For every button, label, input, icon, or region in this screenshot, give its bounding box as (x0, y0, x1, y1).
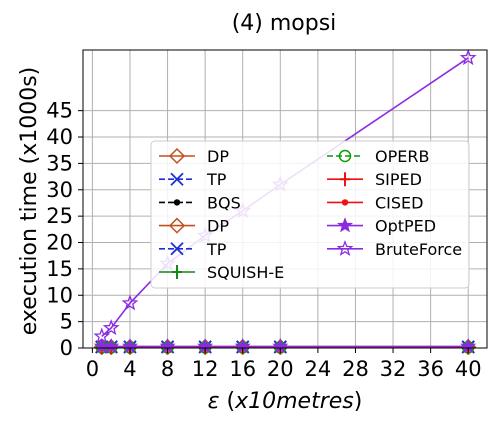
legend-label: SIPED (375, 170, 422, 189)
y-tick-label: 0 (60, 336, 73, 360)
legend-item: DP (159, 217, 229, 236)
legend-marker (170, 242, 184, 256)
legend-item: DP (159, 147, 229, 166)
x-tick-label: 20 (267, 357, 294, 381)
legend-frame (150, 140, 470, 289)
x-tick-label: 24 (305, 357, 332, 381)
legend-label: DP (207, 147, 229, 166)
legend-label: TP (206, 170, 227, 189)
legend-item: TP (159, 240, 227, 259)
data-point (103, 337, 120, 354)
x-tick-label: 16 (229, 357, 256, 381)
legend-label: TP (206, 240, 227, 259)
x-tick-label: 36 (417, 357, 444, 381)
legend-label: SQUISH-E (207, 263, 284, 282)
legend-marker (336, 217, 354, 233)
plot-series (93, 49, 477, 356)
legend-item: CISED (327, 193, 423, 212)
y-tick-label: 35 (46, 151, 73, 175)
y-tick-label: 45 (46, 99, 73, 123)
legend-label: OptPED (375, 217, 436, 236)
data-point (459, 49, 477, 66)
legend-marker (170, 172, 184, 186)
y-tick-label: 15 (46, 257, 73, 281)
legend-marker (168, 217, 186, 234)
x-tick-label: 8 (161, 357, 174, 381)
legend-label: OPERB (375, 147, 429, 166)
legend-item: TP (159, 170, 227, 189)
legend-marker (340, 172, 350, 187)
y-tick-label: 30 (46, 178, 73, 202)
y-tick-label: 40 (46, 125, 73, 149)
legend-label: BruteForce (375, 240, 462, 259)
x-tick-label: 0 (86, 357, 99, 381)
legend-marker (172, 265, 182, 279)
legend-item: BQS (159, 193, 241, 212)
legend-label: DP (207, 217, 229, 236)
legend-item: BruteForce (327, 240, 462, 259)
x-tick-label: 40 (455, 357, 482, 381)
legend-item: OptPED (327, 217, 436, 236)
x-tick-label: 28 (342, 357, 369, 381)
x-tick-label: 12 (192, 357, 219, 381)
chart-title: (4) mopsi (232, 11, 337, 36)
x-axis-label: ε (x10metres) (208, 389, 363, 414)
legend-item: SQUISH-E (159, 263, 284, 282)
legend-marker (338, 149, 352, 163)
legend: DP TP BQS DP TP SQUISH-E OPERB SIPED CISED OptPED… (150, 140, 470, 289)
legend-marker (173, 199, 181, 206)
data-point (121, 294, 139, 311)
data-point (102, 319, 120, 336)
legend-marker (336, 239, 354, 256)
y-tick-label: 20 (46, 231, 73, 255)
legend-item: OPERB (327, 147, 429, 166)
legend-item: SIPED (327, 170, 422, 189)
plot-frame (82, 49, 488, 349)
y-axis-label: execution time (x1000s) (17, 67, 42, 336)
legend-marker (168, 147, 186, 165)
legend-marker (341, 199, 349, 206)
x-tick-label: 32 (380, 357, 407, 381)
legend-label: CISED (375, 193, 423, 212)
legend-label: BQS (207, 193, 241, 212)
y-tick-label: 5 (60, 310, 73, 334)
x-tick-label: 4 (123, 357, 136, 381)
y-tick-label: 25 (46, 204, 73, 228)
y-tick-label: 10 (46, 283, 73, 307)
